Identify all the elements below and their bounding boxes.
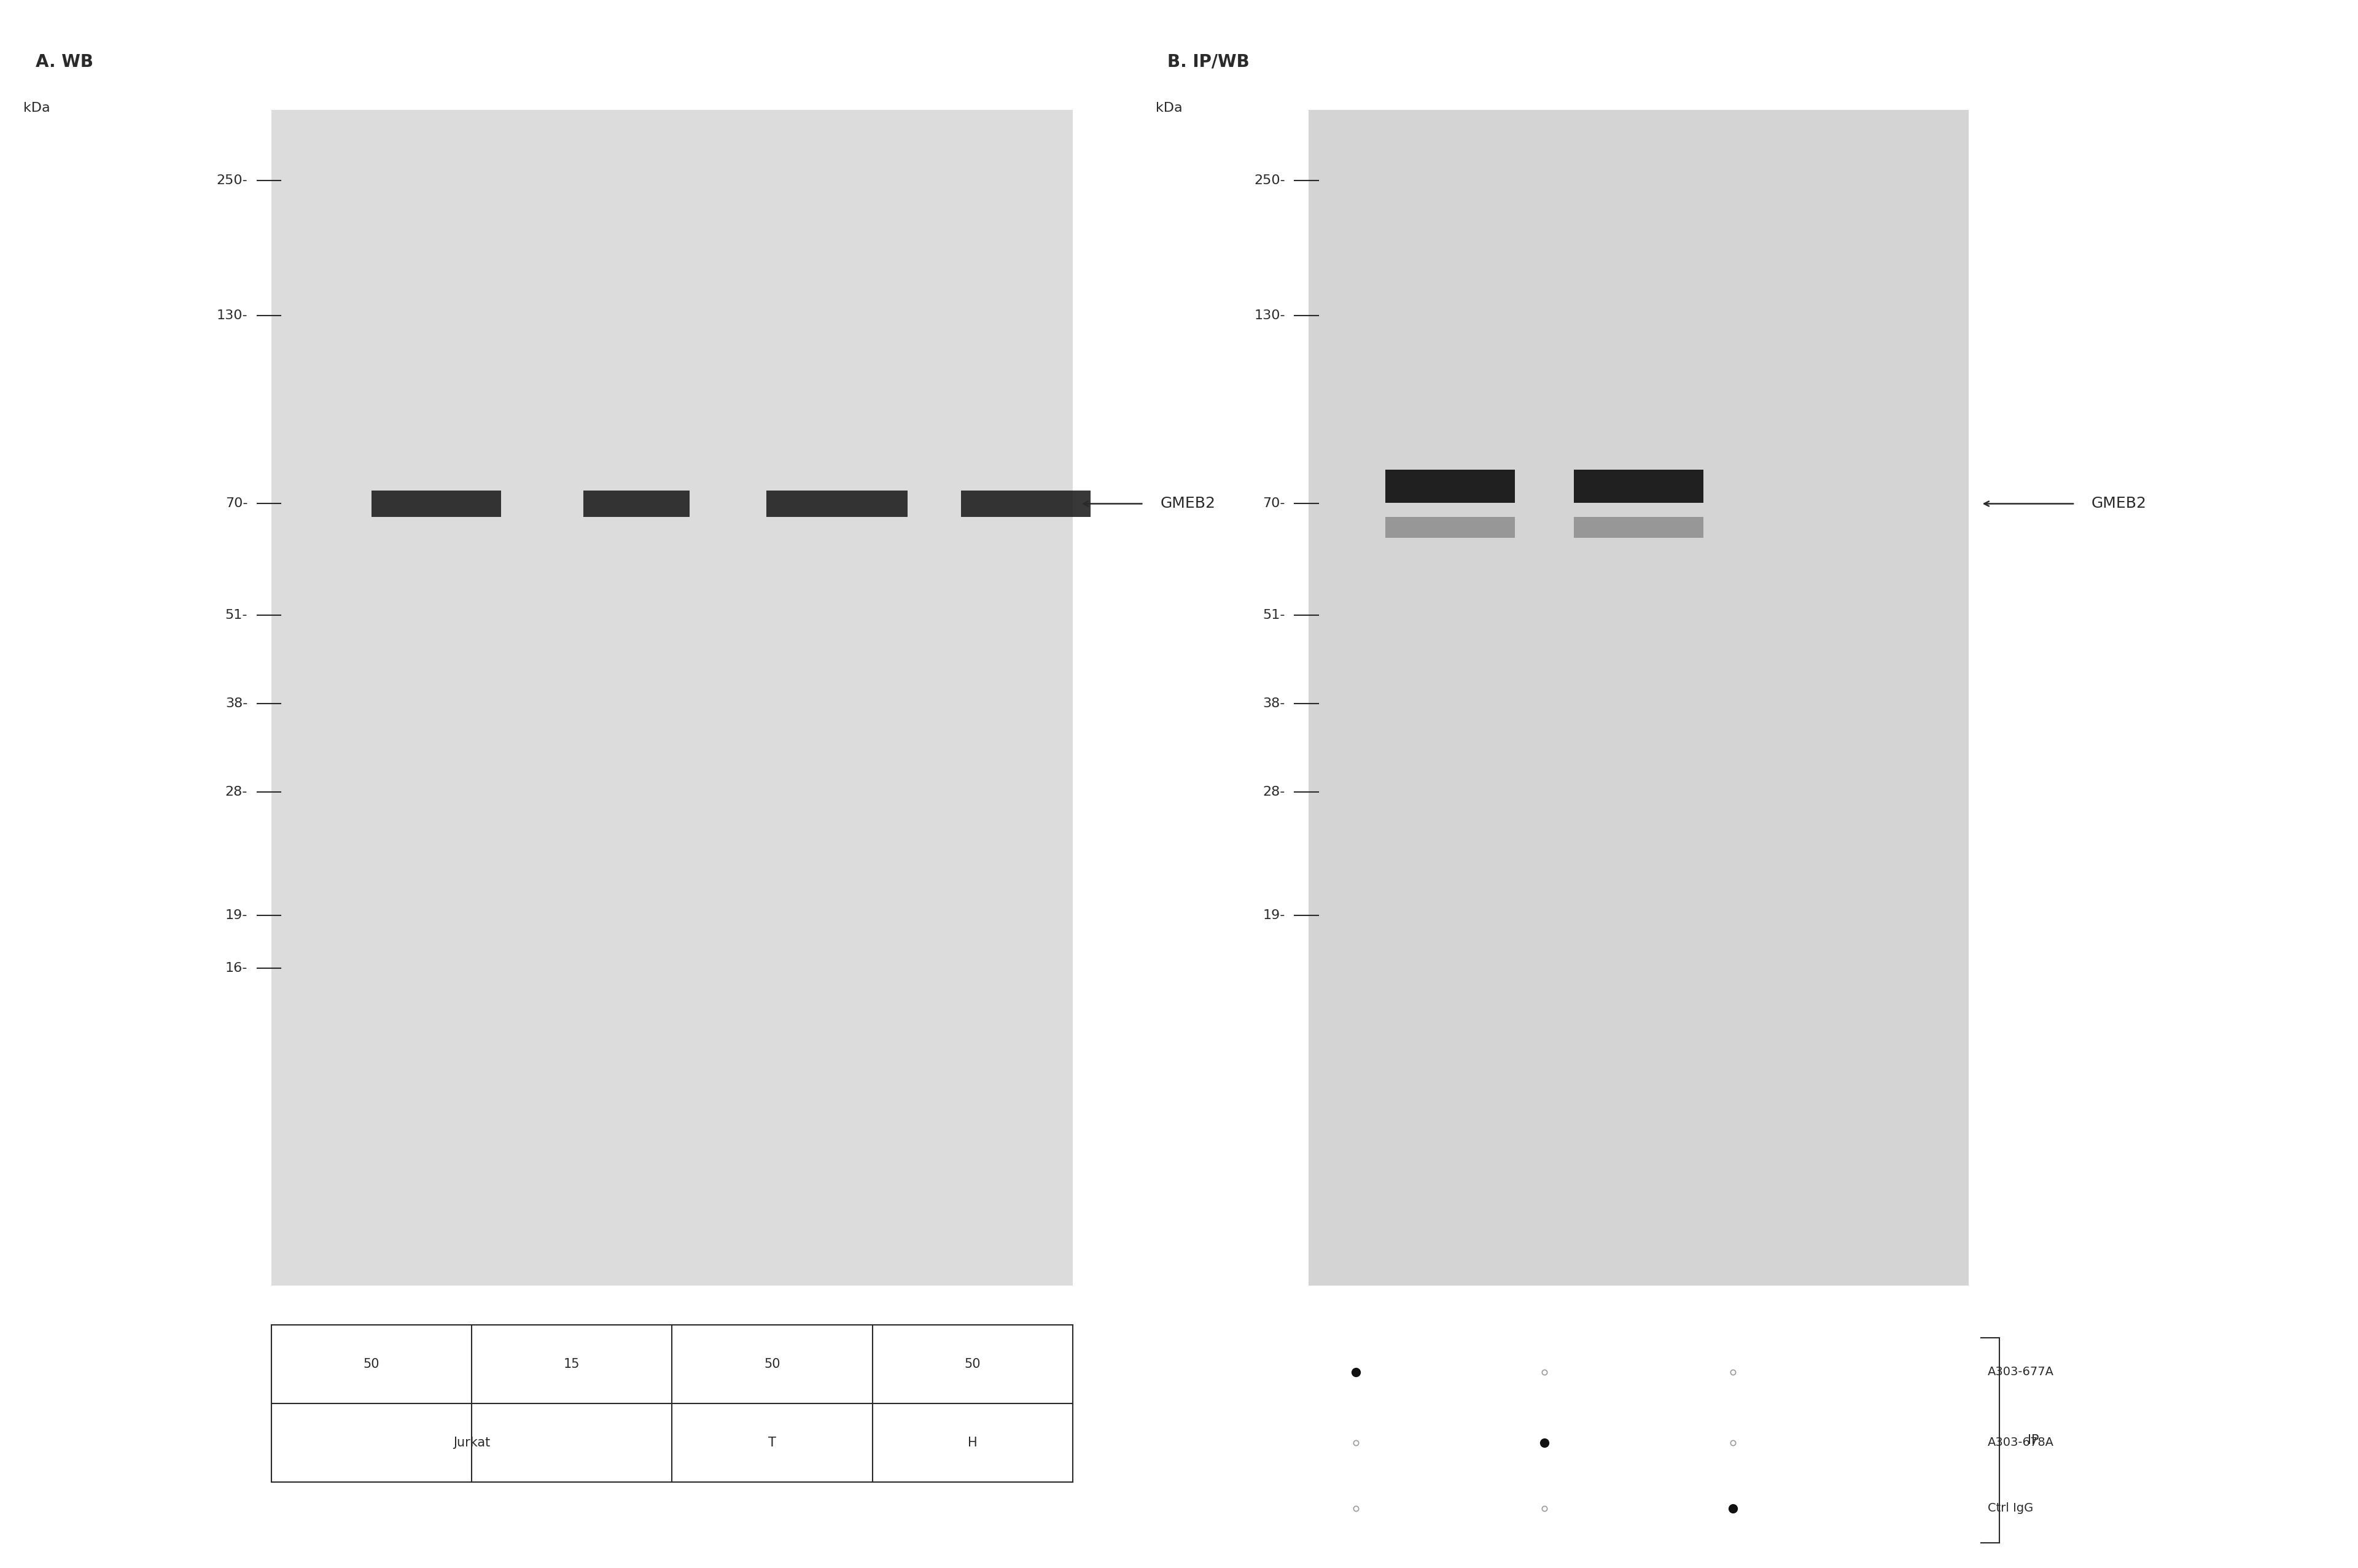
Bar <box>585 491 689 517</box>
Text: 28-: 28- <box>1264 786 1285 798</box>
Text: 70-: 70- <box>224 497 248 510</box>
Bar <box>1387 469 1516 502</box>
Text: 16-: 16- <box>226 963 248 974</box>
Text: 19-: 19- <box>226 909 248 922</box>
Text: 250-: 250- <box>217 174 248 187</box>
Text: 38-: 38- <box>226 698 248 710</box>
Text: 50: 50 <box>764 1358 780 1370</box>
Text: 51-: 51- <box>224 610 248 621</box>
Bar <box>962 491 1089 517</box>
Text: 19-: 19- <box>1264 909 1285 922</box>
Text: T: T <box>769 1436 776 1449</box>
Text: 15: 15 <box>564 1358 580 1370</box>
Text: 28-: 28- <box>226 786 248 798</box>
Text: IP: IP <box>2028 1435 2040 1446</box>
Text: GMEB2: GMEB2 <box>1160 497 1214 511</box>
Text: 130-: 130- <box>217 309 248 321</box>
Bar <box>1575 469 1702 502</box>
Bar <box>1309 110 1969 1286</box>
Text: 51-: 51- <box>1262 610 1285 621</box>
Bar <box>1387 517 1516 538</box>
Text: GMEB2: GMEB2 <box>2092 497 2146 511</box>
Text: 38-: 38- <box>1264 698 1285 710</box>
Text: A303-677A: A303-677A <box>1988 1366 2054 1378</box>
Text: 50: 50 <box>363 1358 380 1370</box>
Text: Jurkat: Jurkat <box>453 1436 490 1449</box>
Text: kDa: kDa <box>24 102 50 114</box>
Bar <box>766 491 908 517</box>
Text: B. IP/WB: B. IP/WB <box>1167 53 1250 71</box>
Text: 70-: 70- <box>1262 497 1285 510</box>
Bar <box>370 491 500 517</box>
Bar <box>1575 517 1702 538</box>
Bar <box>271 110 1073 1286</box>
Text: A. WB: A. WB <box>35 53 92 71</box>
Text: 50: 50 <box>964 1358 981 1370</box>
Text: 130-: 130- <box>1254 309 1285 321</box>
Text: kDa: kDa <box>1155 102 1181 114</box>
Text: 250-: 250- <box>1254 174 1285 187</box>
Text: H: H <box>967 1436 979 1449</box>
Text: Ctrl IgG: Ctrl IgG <box>1988 1502 2033 1515</box>
Text: A303-678A: A303-678A <box>1988 1436 2054 1449</box>
